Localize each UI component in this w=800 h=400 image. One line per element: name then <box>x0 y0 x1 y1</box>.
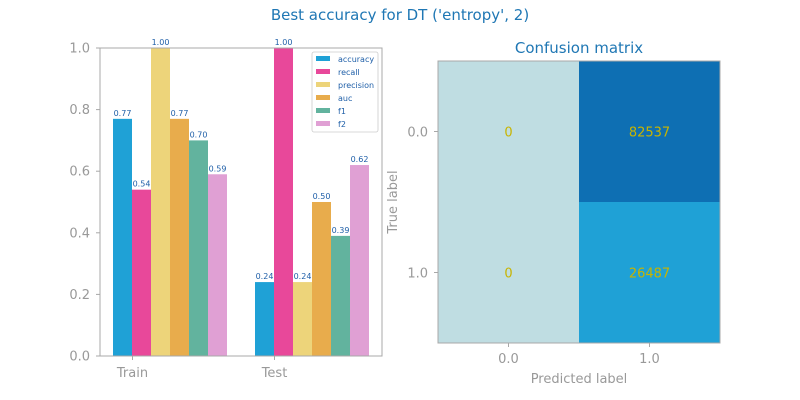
y-tick-label: 0.6 <box>69 165 90 180</box>
bar-data-label: 0.77 <box>114 109 132 118</box>
y-tick-label: 0.0 <box>69 350 90 365</box>
bar-f1-train <box>189 140 208 356</box>
x-tick-label: Train <box>116 366 148 381</box>
bar-x-axis: Train Test <box>116 356 287 381</box>
legend-swatch-precision <box>316 82 330 87</box>
legend-swatch-f1 <box>316 108 330 113</box>
bar-plot-frame <box>99 47 383 357</box>
cm-y-tick-label: 0.0 <box>407 126 428 141</box>
bar-precision-test <box>293 282 312 356</box>
cm-x-tick-label: 1.0 <box>639 352 660 367</box>
confusion-matrix-chart: Confusion matrix 0 82537 0 26487 0.0 1.0 0.0 1… <box>386 39 721 387</box>
bar-data-label: 0.24 <box>256 272 274 281</box>
bar-data-label: 0.54 <box>133 180 151 189</box>
cm-cell-value: 82537 <box>629 126 670 141</box>
bar-data-label: 0.62 <box>351 155 369 164</box>
bar-recall-train <box>132 189 151 356</box>
legend-swatch-accuracy <box>316 56 330 61</box>
bar-f1-test <box>331 235 350 356</box>
bar-legend: accuracy recall precision auc f1 f2 <box>311 51 379 133</box>
y-tick-label: 0.2 <box>69 288 90 303</box>
bar-data-label: 0.39 <box>332 226 350 235</box>
bar-recall-test <box>274 48 293 356</box>
bar-data-label: 1.00 <box>275 38 293 47</box>
cm-cell-1-0 <box>438 202 579 343</box>
bar-data-label: 0.50 <box>313 192 331 201</box>
legend-swatch-auc <box>316 95 330 100</box>
bar-f2-test <box>350 165 369 356</box>
x-tick-label: Test <box>261 366 288 381</box>
bar-data-label: 1.00 <box>152 38 170 47</box>
cm-cell-1-1 <box>579 202 720 343</box>
cm-axes: 0.0 1.0 0.0 1.0 <box>407 126 660 368</box>
y-tick-label: 0.8 <box>69 103 90 118</box>
cm-x-tick-label: 0.0 <box>498 352 519 367</box>
bar-f2-train <box>208 174 227 356</box>
legend-label-accuracy: accuracy <box>338 55 374 64</box>
legend-label-auc: auc <box>338 94 352 103</box>
confusion-matrix-title: Confusion matrix <box>515 39 643 57</box>
y-tick-label: 0.4 <box>69 226 90 241</box>
bar-series: 0.77 0.54 1.00 0.77 0.70 0.59 0.24 1.00 0.24 0.50… <box>113 38 369 356</box>
bar-y-axis: 0.0 0.2 0.4 0.6 0.8 1.0 <box>69 42 100 365</box>
legend-label-f2: f2 <box>338 120 346 129</box>
bar-data-label: 0.70 <box>190 130 208 139</box>
legend-label-recall: recall <box>338 68 360 77</box>
cm-plot-frame <box>437 60 721 344</box>
bar-accuracy-test <box>255 282 274 356</box>
cm-cell-value: 26487 <box>629 267 670 282</box>
cm-cell-0-1 <box>579 61 720 202</box>
cm-cell-value: 0 <box>504 267 512 282</box>
bar-precision-train <box>151 48 170 356</box>
cm-y-tick-label: 1.0 <box>407 267 428 282</box>
bar-auc-train <box>170 118 189 356</box>
y-tick-label: 1.0 <box>69 42 90 57</box>
bar-accuracy-train <box>113 118 132 356</box>
cm-cell-value: 0 <box>504 126 512 141</box>
cm-cell-0-0 <box>438 61 579 202</box>
legend-label-f1: f1 <box>338 107 346 116</box>
cm-x-axis-label: Predicted label <box>531 372 628 387</box>
bar-data-label: 0.59 <box>209 164 227 173</box>
bar-auc-test <box>312 202 331 356</box>
legend-swatch-recall <box>316 69 330 74</box>
cm-y-axis-label: True label <box>386 170 401 234</box>
bar-data-label: 0.77 <box>171 109 189 118</box>
legend-label-precision: precision <box>338 81 374 90</box>
figure-title: Best accuracy for DT ('entropy', 2) <box>271 6 529 24</box>
confusion-matrix-cells: 0 82537 0 26487 <box>438 61 720 343</box>
bar-chart: 0.00.20.40.60.81.0 0.770.541.000.770.700… <box>69 38 383 381</box>
legend-swatch-f2 <box>316 121 330 126</box>
bar-data-label: 0.24 <box>294 272 312 281</box>
